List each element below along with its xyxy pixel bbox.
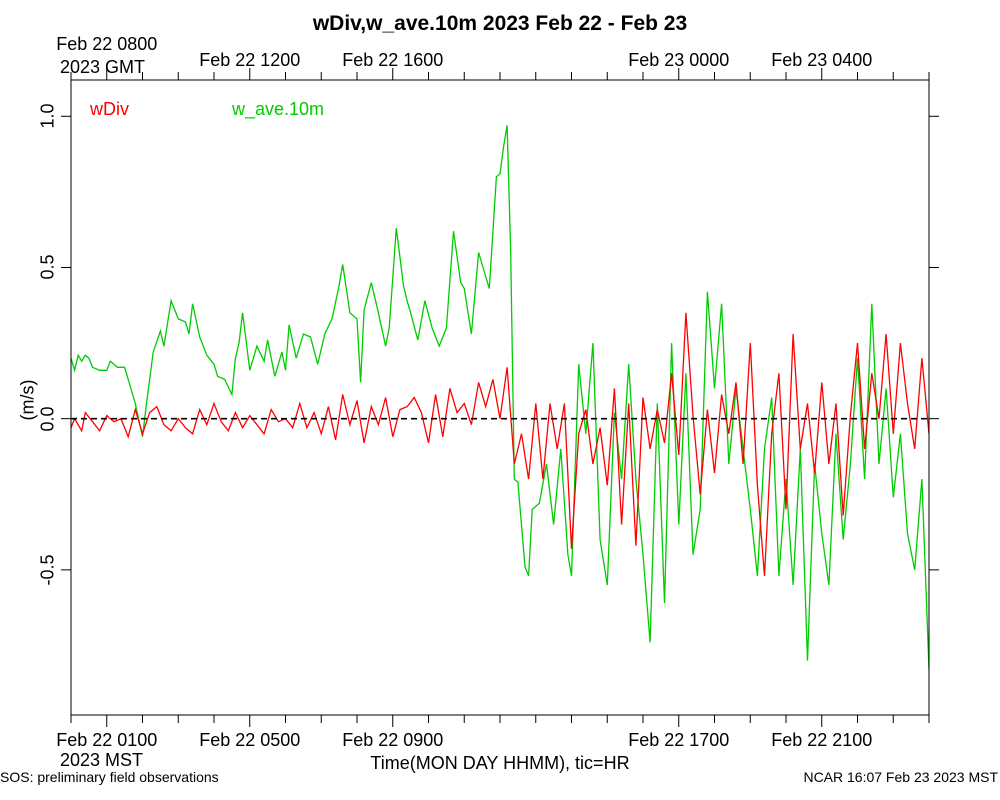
series-line-w-ave-10m — [71, 125, 929, 670]
y-tick-label: 1.0 — [37, 103, 58, 129]
x-tick-label-top: Feb 22 1600 — [342, 50, 444, 70]
series-layer — [71, 125, 929, 670]
x-tick-label-top: Feb 22 0800 — [56, 34, 158, 54]
x-tick-label: Feb 22 1700 — [628, 730, 730, 750]
legend-item-wdiv: wDiv — [90, 99, 129, 119]
bottom-axis-timezone: 2023 MST — [60, 750, 144, 770]
plot-frame — [70, 79, 930, 716]
top-axis-timezone: 2023 GMT — [60, 57, 146, 77]
x-tick-label: Feb 22 2100 — [771, 730, 873, 750]
footer-left-note: SOS: preliminary field observations — [0, 769, 219, 785]
x-axis-label: Time(MON DAY HHMM), tic=HR — [370, 753, 630, 773]
series-line-wdiv — [71, 312, 929, 576]
y-tick-label: 0.0 — [37, 406, 58, 432]
y-axis-label: (m/s) — [17, 379, 38, 421]
x-tick-label-top: Feb 22 1200 — [199, 50, 301, 70]
y-tick-label: 0.5 — [37, 254, 58, 280]
footer-right-note: NCAR 16:07 Feb 23 2023 MST — [803, 769, 998, 785]
tick-layer — [61, 68, 939, 727]
x-tick-label: Feb 22 0900 — [342, 730, 444, 750]
chart-title: wDiv,w_ave.10m 2023 Feb 22 - Feb 23 — [312, 12, 688, 35]
x-tick-label: Feb 22 0500 — [199, 730, 301, 750]
legend-item-w-ave-10m: w_ave.10m — [232, 99, 325, 119]
x-tick-label: Feb 22 0100 — [56, 730, 158, 750]
x-tick-label-top: Feb 23 0000 — [628, 50, 730, 70]
x-tick-label-top: Feb 23 0400 — [771, 50, 873, 70]
y-tick-label: -0.5 — [37, 554, 58, 586]
